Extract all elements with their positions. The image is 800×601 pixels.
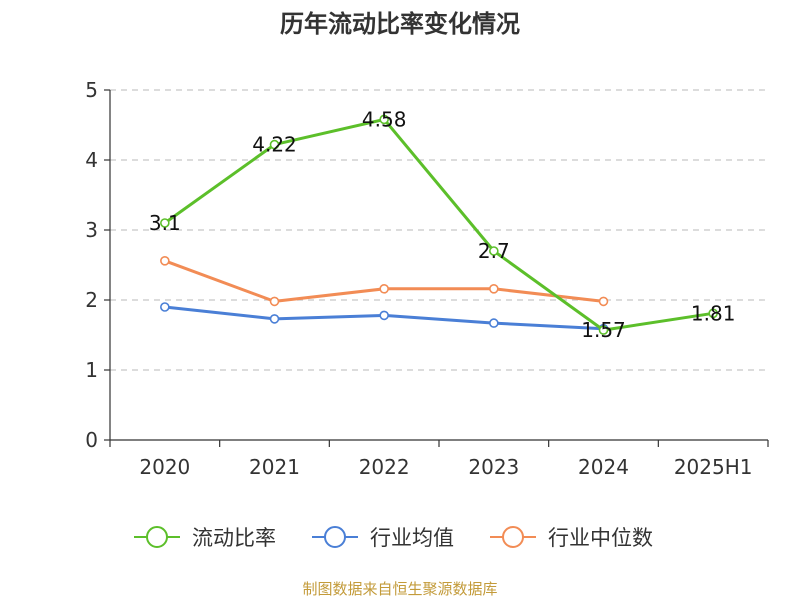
x-tick-label: 2023 — [468, 455, 519, 479]
chart-title: 历年流动比率变化情况 — [280, 10, 520, 38]
data-point — [269, 314, 280, 324]
data-point — [379, 114, 389, 125]
data-label: 2.7 — [478, 239, 510, 263]
y-tick-label: 3 — [85, 218, 98, 242]
legend-item[interactable]: 行业均值 — [312, 526, 454, 550]
legend-label: 行业中位数 — [548, 526, 653, 550]
data-point — [269, 139, 280, 150]
data-point — [269, 296, 280, 307]
x-tick-label: 2020 — [139, 455, 190, 479]
y-tick-label: 4 — [85, 148, 98, 172]
series-line — [163, 117, 714, 332]
data-point — [598, 296, 609, 307]
data-label: 1.81 — [691, 301, 736, 325]
y-tick-label: 1 — [85, 358, 98, 382]
data-label: 4.22 — [252, 133, 297, 157]
data-label: 4.58 — [362, 107, 407, 131]
data-point — [160, 218, 170, 228]
data-point — [379, 310, 389, 321]
y-tick-label: 0 — [85, 428, 98, 452]
x-tick-label: 2024 — [578, 455, 629, 479]
data-point — [489, 318, 499, 328]
legend-item[interactable]: 行业中位数 — [490, 526, 653, 550]
source-note: 制图数据来自恒生聚源数据库 — [302, 580, 498, 598]
legend: 流动比率 行业均值 行业中位数 — [134, 526, 653, 550]
series-lines — [160, 114, 718, 335]
data-point — [489, 246, 499, 256]
data-point — [160, 302, 170, 312]
data-label: 3.1 — [149, 211, 181, 235]
data-point — [489, 283, 499, 294]
x-tick-label: 2025H1 — [674, 455, 753, 479]
y-tick-label: 2 — [85, 288, 98, 312]
data-point — [598, 325, 609, 335]
data-labels: 3.1 4.22 4.58 2.7 1.57 1.81 — [149, 107, 736, 342]
data-label: 1.57 — [581, 318, 626, 342]
legend-marker-icon — [324, 526, 346, 548]
x-tick-label: 2021 — [249, 455, 300, 479]
x-tick-label: 2022 — [359, 455, 410, 479]
legend-label: 行业均值 — [370, 526, 454, 550]
axes: 0 1 2 3 4 5 2020 2021 2022 2023 2024 2025H1 — [85, 78, 769, 479]
data-point — [379, 283, 389, 294]
legend-label: 流动比率 — [192, 526, 276, 550]
legend-marker-icon — [146, 526, 168, 548]
legend-marker-icon — [502, 526, 524, 548]
gridlines — [110, 89, 768, 371]
y-tick-label: 5 — [85, 78, 98, 102]
data-point — [160, 255, 170, 266]
legend-item[interactable]: 流动比率 — [134, 526, 276, 550]
data-point — [708, 308, 718, 319]
